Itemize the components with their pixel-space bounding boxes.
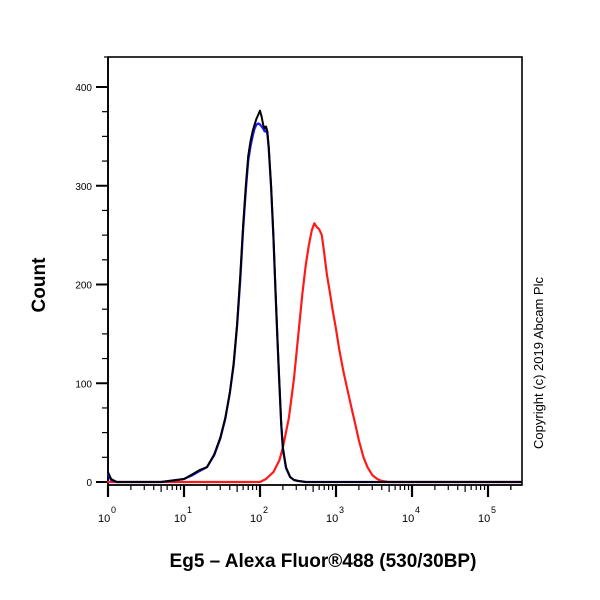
y-tick-label: 0 — [86, 478, 92, 489]
x-tick-exponent: 3 — [339, 505, 344, 515]
copyright-notice: Copyright (c) 2019 Abcam Plc — [531, 277, 546, 449]
x-axis-label: Eg5 – Alexa Fluor®488 (530/30BP) — [169, 551, 477, 572]
x-tick-label: 10 — [174, 513, 186, 525]
x-tick-label: 10 — [402, 513, 414, 525]
y-tick-label: 400 — [75, 83, 92, 94]
x-tick-exponent: 5 — [491, 505, 496, 515]
y-axis: 0 100 200 300 400 — [75, 56, 109, 492]
x-tick-label: 10 — [478, 513, 490, 525]
y-tick-label: 200 — [75, 281, 92, 292]
series-line-black — [107, 109, 522, 483]
x-tick-exponent: 2 — [263, 505, 268, 515]
x-tick-label: 10 — [250, 513, 262, 525]
x-tick-exponent: 0 — [111, 505, 116, 515]
y-tick-label: 100 — [75, 379, 92, 390]
histogram-series — [106, 109, 523, 484]
x-tick-exponent: 4 — [415, 505, 420, 515]
y-axis-label: Count — [29, 257, 50, 313]
x-tick-label: 10 — [326, 513, 338, 525]
plot-frame — [107, 56, 523, 486]
x-tick-exponent: 1 — [187, 505, 192, 515]
y-tick-label: 300 — [75, 182, 92, 193]
x-tick-label: 10 — [98, 513, 110, 525]
